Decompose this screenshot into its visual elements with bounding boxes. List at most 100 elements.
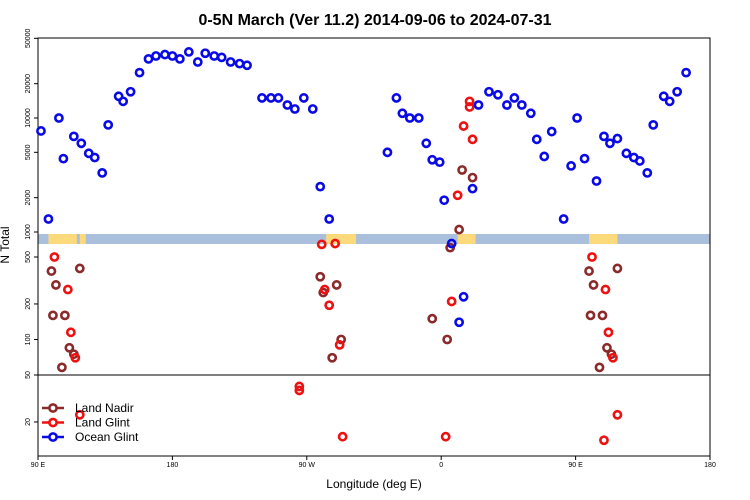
ocean-band — [38, 234, 710, 244]
y-tick-label: 10000 — [25, 108, 32, 128]
data-point — [382, 147, 393, 158]
data-point — [434, 157, 445, 168]
legend-item: Ocean Glint — [42, 430, 139, 444]
data-point — [473, 100, 484, 110]
data-point — [413, 113, 424, 123]
series-ocean-glint — [36, 47, 692, 328]
data-point — [307, 104, 318, 114]
data-point — [58, 153, 69, 164]
data-point — [97, 167, 108, 178]
data-point — [49, 252, 60, 262]
data-point — [183, 47, 194, 57]
data-point — [216, 52, 227, 63]
data-point — [681, 67, 692, 78]
data-point — [289, 104, 300, 114]
data-point — [294, 381, 305, 392]
data-point — [634, 156, 645, 166]
data-point — [558, 214, 569, 224]
data-point — [440, 431, 451, 442]
x-tick-label: 90 W — [299, 462, 316, 469]
legend-marker — [48, 417, 58, 428]
data-point — [192, 57, 203, 67]
data-point — [54, 113, 64, 123]
legend-item: Land Glint — [42, 416, 130, 430]
data-point — [103, 119, 114, 130]
data-point — [493, 89, 503, 100]
data-point — [397, 108, 408, 119]
data-point — [74, 409, 85, 420]
data-point — [316, 239, 327, 250]
land-band-segment — [457, 234, 476, 244]
data-point — [167, 51, 178, 61]
data-point — [59, 310, 70, 321]
land-band-segment — [589, 234, 618, 244]
x-tick-label: 180 — [704, 462, 716, 469]
data-point — [56, 362, 67, 373]
data-point — [464, 102, 475, 112]
legend-marker — [48, 403, 58, 413]
data-point — [467, 183, 478, 194]
data-point — [531, 134, 542, 145]
data-point — [566, 161, 577, 171]
data-point — [458, 291, 469, 302]
axis-ticks: 90 E 180 90 W 0 90 E 180 1000 2000 5000 10000 2000… — [25, 28, 716, 469]
data-point — [334, 339, 345, 350]
data-point — [282, 100, 293, 110]
data-point — [599, 131, 609, 142]
data-point — [319, 284, 330, 295]
data-point — [658, 91, 669, 102]
data-point — [209, 51, 220, 61]
data-point — [599, 435, 609, 446]
data-point — [603, 327, 614, 338]
data-point — [200, 48, 211, 59]
x-tick-label: 0 — [439, 462, 443, 469]
data-point — [331, 280, 342, 290]
data-point — [509, 93, 520, 103]
data-point — [584, 266, 594, 276]
data-point — [294, 385, 305, 396]
data-point — [579, 153, 590, 164]
data-point — [587, 252, 597, 262]
data-point — [612, 133, 623, 144]
data-point — [125, 86, 136, 97]
data-point — [62, 284, 73, 295]
data-point — [70, 352, 81, 363]
data-point — [439, 195, 450, 206]
data-point — [608, 352, 618, 363]
series-land-nadir — [46, 165, 623, 373]
data-point — [51, 280, 61, 290]
data-point — [315, 181, 326, 192]
data-point — [64, 342, 75, 353]
data-point — [225, 57, 236, 67]
data-point — [612, 263, 623, 274]
y-tick-label: 20000 — [25, 74, 32, 94]
data-point — [546, 126, 557, 137]
data-point — [588, 280, 599, 290]
data-point — [457, 165, 468, 175]
x-axis-label: Longitude (deg E) — [326, 477, 421, 491]
data-point — [648, 119, 659, 130]
data-point — [336, 334, 347, 345]
x-tick-label: 90 E — [568, 462, 583, 469]
y-tick-label: 2000 — [25, 190, 32, 206]
data-points — [36, 47, 692, 446]
data-point — [591, 176, 602, 186]
data-point — [467, 134, 478, 145]
data-point — [404, 113, 415, 123]
data-point — [572, 113, 582, 123]
data-point — [421, 138, 432, 149]
data-point — [597, 310, 608, 321]
data-point — [65, 327, 76, 338]
y-tick-label: 50 — [25, 371, 32, 379]
y-axis-label: N Total — [0, 226, 12, 263]
data-point — [516, 100, 527, 110]
land-band-segment — [48, 234, 77, 244]
data-point — [48, 310, 58, 321]
data-point — [242, 60, 252, 71]
x-tick-label: 180 — [167, 462, 179, 469]
data-point — [160, 49, 170, 60]
land-band-segment — [79, 234, 86, 244]
data-point — [672, 86, 683, 97]
data-point — [642, 167, 653, 178]
